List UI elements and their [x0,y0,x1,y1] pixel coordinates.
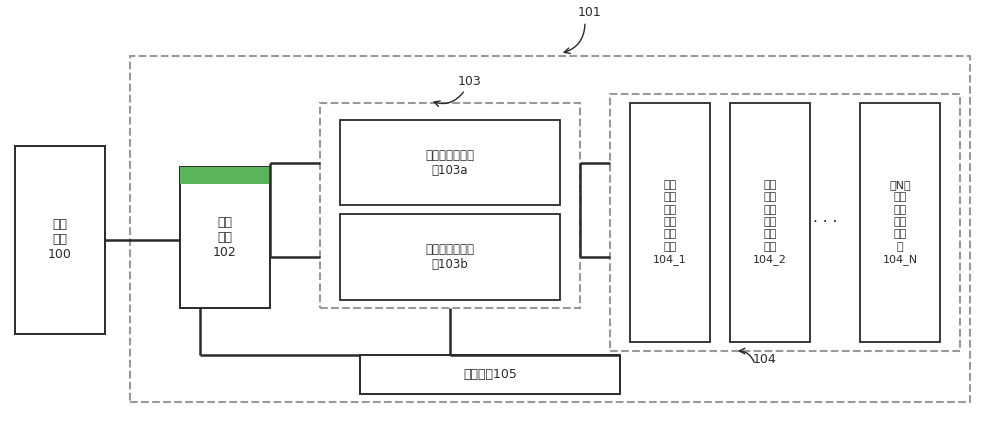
Bar [180,167,270,308]
Bar [340,214,560,300]
Text: 104: 104 [753,353,777,366]
Bar [15,146,105,334]
Bar [360,355,620,394]
Text: 控制模块105: 控制模块105 [463,368,517,381]
Text: 第二
非易
失性
数据
存储
区域
104_2: 第二 非易 失性 数据 存储 区域 104_2 [753,180,787,265]
Bar [180,167,270,184]
Text: 第一数据暂存单
元103a: 第一数据暂存单 元103a [426,149,475,177]
Bar [730,103,810,342]
Bar [630,103,710,342]
Bar [860,103,940,342]
Text: 第一
非易
失性
数据
存储
区域
104_1: 第一 非易 失性 数据 存储 区域 104_1 [653,180,687,265]
Bar [130,56,970,402]
Bar [320,103,580,308]
Text: 101: 101 [578,6,602,19]
Text: 103: 103 [458,75,482,88]
Text: · · ·: · · · [813,215,837,230]
Text: 第N非
易失
性数
据存
储区
域
104_N: 第N非 易失 性数 据存 储区 域 104_N [882,180,918,265]
Text: 通信
模块
102: 通信 模块 102 [213,216,237,259]
Bar [340,120,560,205]
Bar [610,94,960,351]
Text: 第二数据暂存单
元103b: 第二数据暂存单 元103b [426,243,475,271]
Text: 成像
装置
100: 成像 装置 100 [48,218,72,261]
